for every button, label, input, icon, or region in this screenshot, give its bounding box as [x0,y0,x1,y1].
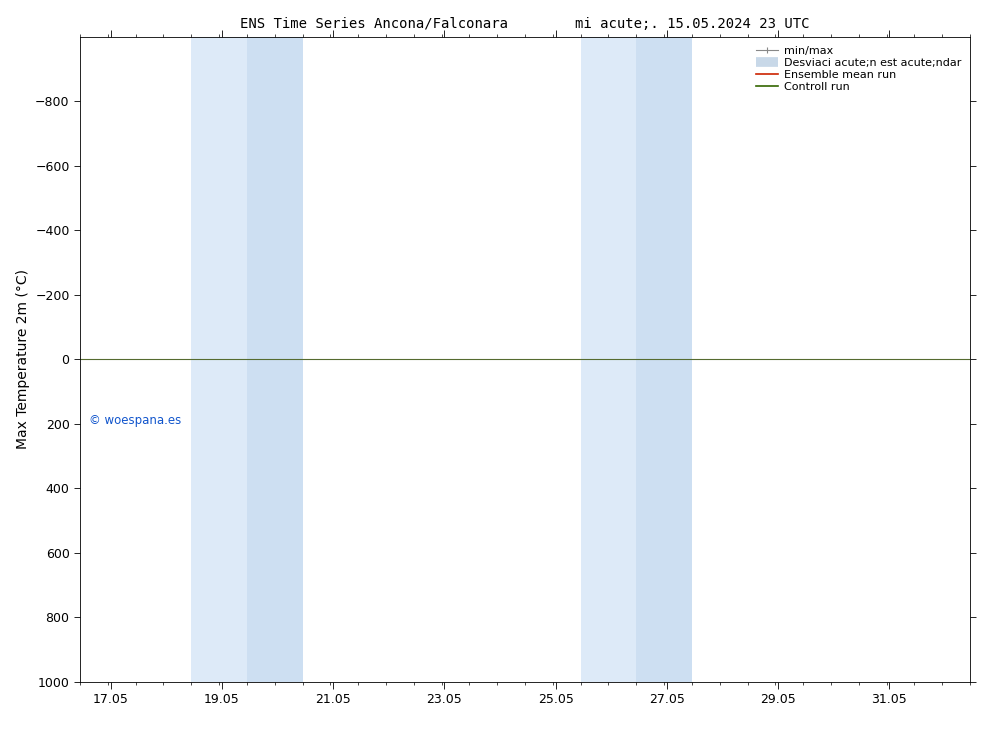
Y-axis label: Max Temperature 2m (°C): Max Temperature 2m (°C) [16,269,30,449]
Bar [191,37,247,682]
Bar [636,37,692,682]
Bar [581,37,636,682]
Bar [247,37,302,682]
Legend: min/max, Desviaci acute;n est acute;ndar, Ensemble mean run, Controll run: min/max, Desviaci acute;n est acute;ndar… [753,43,964,95]
Text: © woespana.es: © woespana.es [89,414,181,427]
Title: ENS Time Series Ancona/Falconara        mi acute;. 15.05.2024 23 UTC: ENS Time Series Ancona/Falconara mi acut… [240,18,810,32]
